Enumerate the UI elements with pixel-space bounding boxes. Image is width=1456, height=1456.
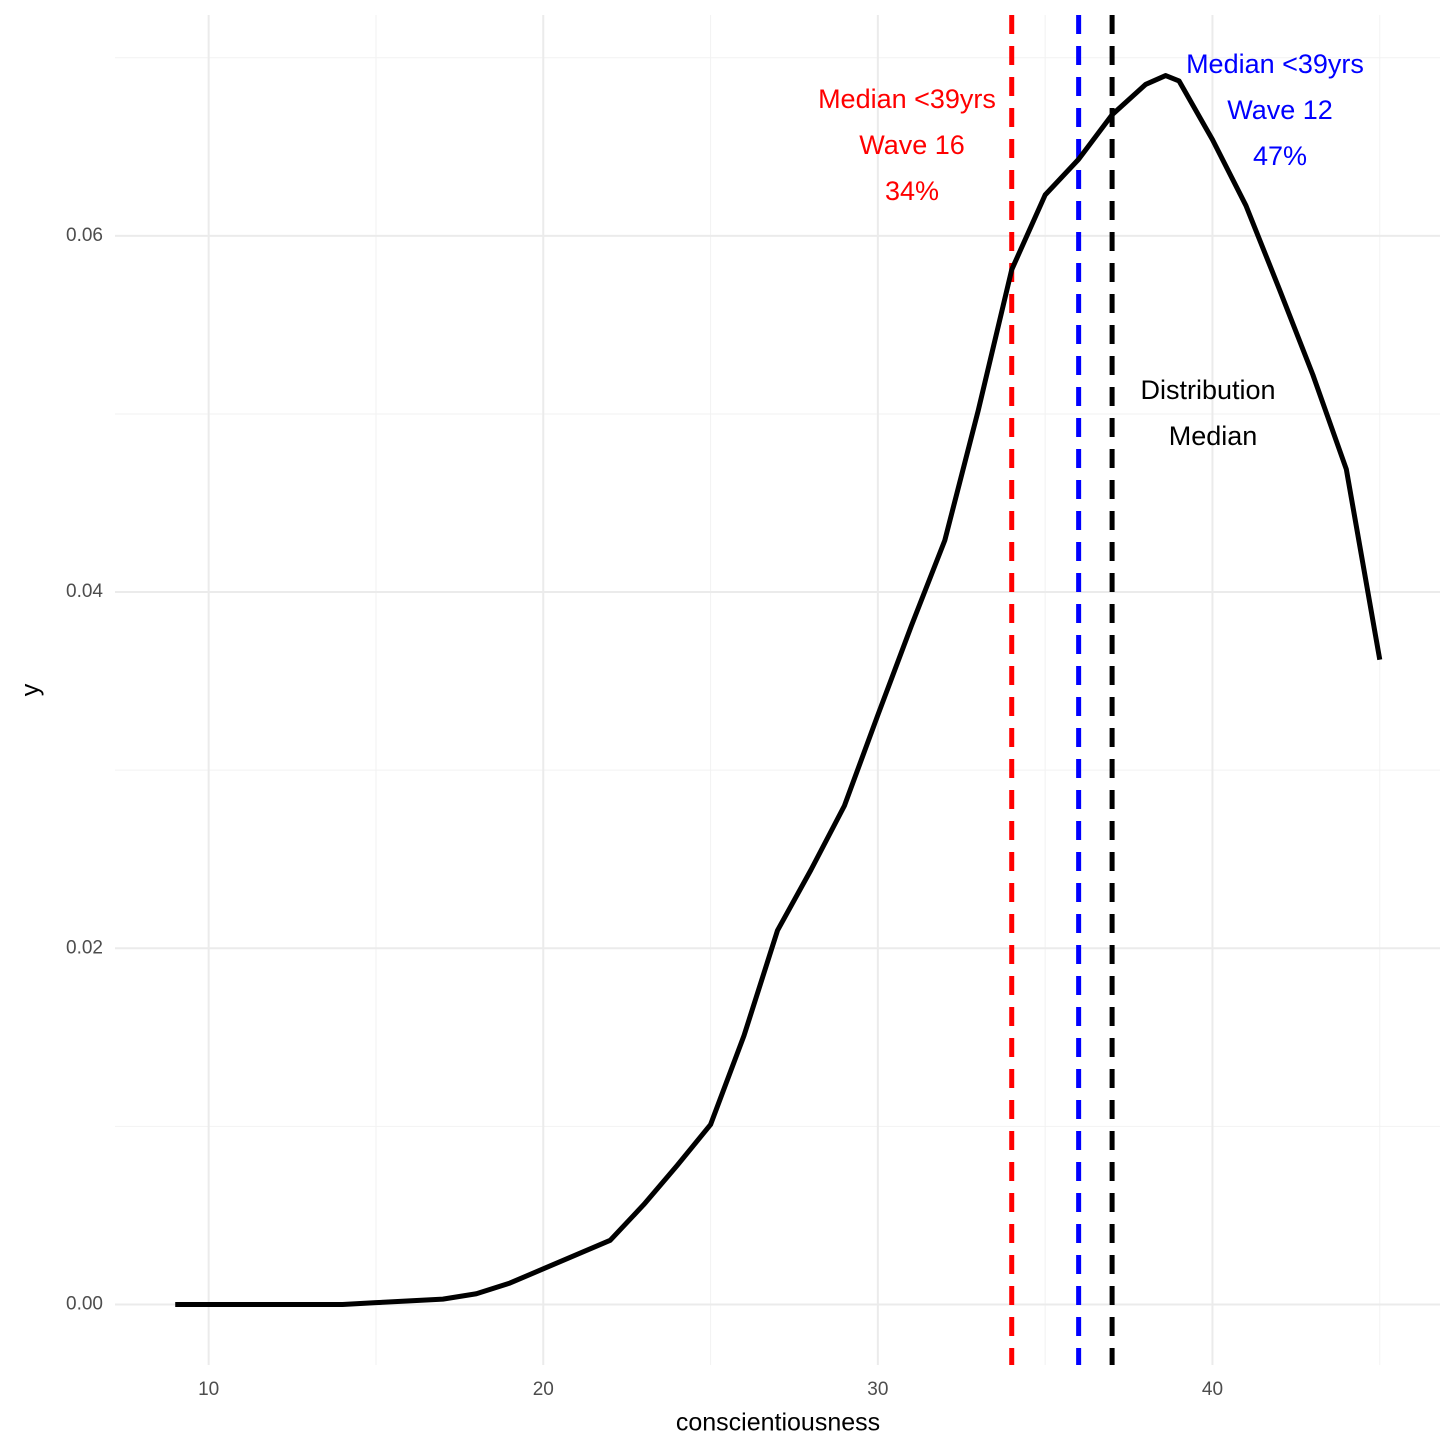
annotation: 34%: [885, 176, 939, 206]
annotation: Wave 16: [859, 130, 965, 160]
annotation: Median: [1169, 421, 1258, 451]
x-tick-label: 30: [867, 1379, 888, 1400]
annotation: Wave 12: [1227, 95, 1333, 125]
annotation: Distribution: [1140, 375, 1275, 405]
x-axis-label: conscientiousness: [676, 1409, 880, 1437]
y-tick-label: 0.06: [66, 225, 103, 246]
annotation: 47%: [1253, 141, 1307, 171]
y-tick-label: 0.02: [66, 937, 103, 958]
x-tick-label: 10: [198, 1379, 219, 1400]
annotation: Median <39yrs: [1186, 49, 1364, 79]
x-tick-label: 40: [1202, 1379, 1223, 1400]
density-line: [175, 73, 1383, 1307]
y-tick-label: 0.04: [66, 581, 103, 602]
y-tick-label: 0.00: [66, 1293, 103, 1314]
annotation: Median <39yrs: [818, 84, 996, 114]
x-tick-label: 20: [533, 1379, 554, 1400]
y-axis-label: y: [17, 683, 45, 696]
